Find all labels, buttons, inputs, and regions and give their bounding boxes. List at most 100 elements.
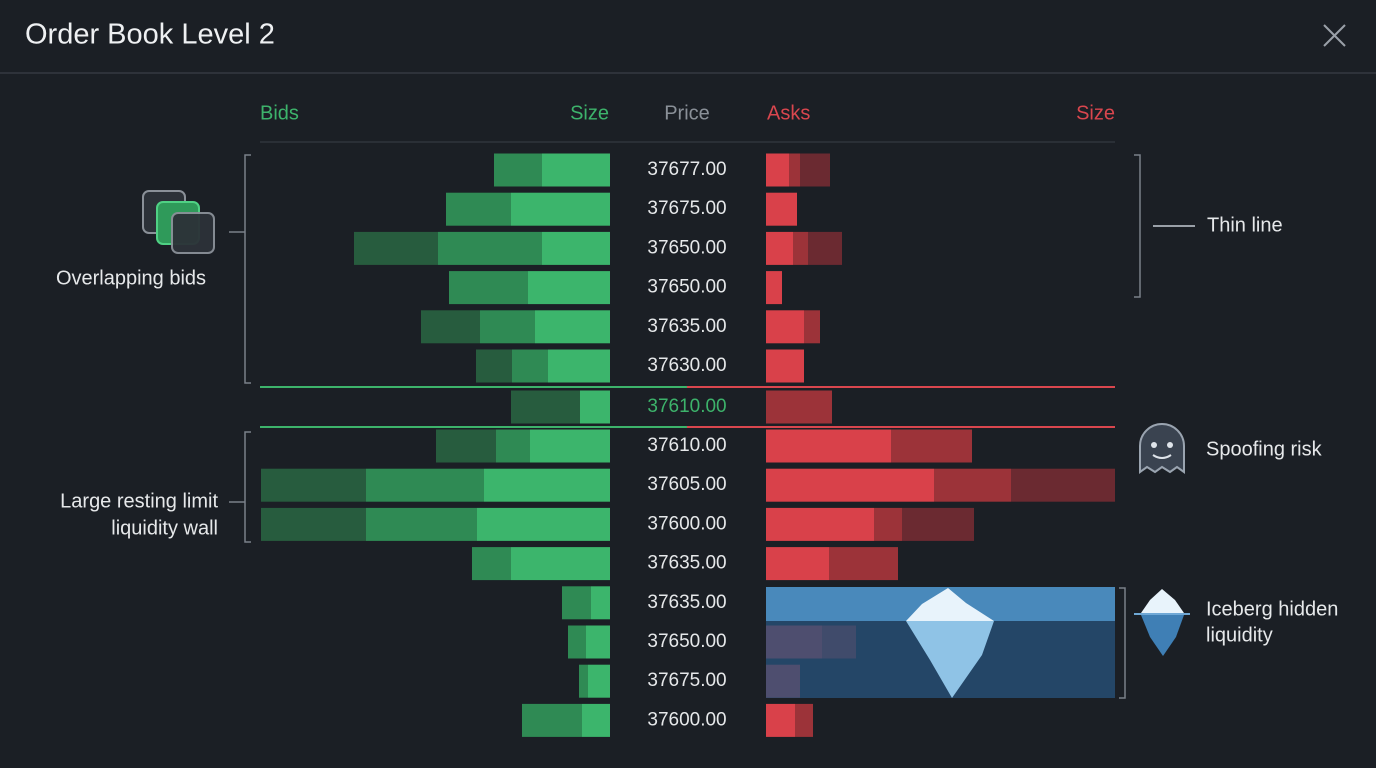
bid-bar-segment — [548, 349, 610, 383]
bid-bar-segment — [480, 310, 535, 344]
ask-bar-segment — [891, 429, 972, 463]
iceberg-overlay — [766, 587, 1115, 698]
price-label: 37605.00 — [647, 474, 726, 495]
bid-bar-segment — [579, 664, 588, 698]
close-button[interactable] — [1323, 24, 1346, 47]
bid-bar-segment — [511, 192, 610, 226]
iceberg-body — [906, 621, 994, 698]
bracket — [229, 431, 251, 543]
price-label: 37650.00 — [647, 277, 726, 298]
ask-bar-segment — [766, 547, 829, 581]
bid-bar-segment — [582, 703, 610, 737]
bid-bar-segment — [446, 192, 511, 226]
bracket — [229, 154, 251, 384]
window-title: Order Book Level 2 — [25, 19, 275, 51]
bid-bar-segment — [438, 231, 542, 265]
price-label: 37630.00 — [647, 355, 726, 376]
bid-bar-segment — [522, 703, 582, 737]
bid-bar-segment — [261, 468, 366, 502]
bid-bar-segment — [530, 429, 610, 463]
price-label: 37677.00 — [647, 159, 726, 180]
bid-bar-segment — [591, 586, 610, 620]
bid-bar-segment — [366, 507, 477, 541]
bids-header: Bids — [260, 102, 299, 124]
ask-bar-segment — [766, 192, 797, 226]
ask-bar-segment — [793, 231, 808, 265]
bid-bar-segment — [261, 507, 366, 541]
bid-bar-segment — [511, 390, 580, 424]
annotation: Thin line — [1207, 214, 1283, 236]
bid-bar-segment — [580, 390, 610, 424]
iceberg-tip — [906, 588, 994, 621]
annotation: liquidity — [1206, 624, 1273, 646]
annotation: Spoofing risk — [1206, 438, 1323, 460]
bid-bar-segment — [496, 429, 530, 463]
bid-bar-segment — [484, 468, 610, 502]
ask-size-header: Size — [1076, 102, 1115, 124]
price-label: 37650.00 — [647, 237, 726, 258]
bracket — [1119, 587, 1126, 699]
ask-bar-segment — [766, 390, 832, 424]
ask-bar-segment — [766, 231, 793, 265]
bid-bar-segment — [562, 586, 591, 620]
bid-bar-segment — [476, 349, 512, 383]
annotation: Large resting limit — [60, 490, 218, 512]
ask-bar-segment — [766, 507, 874, 541]
ask-bar-segment — [804, 310, 820, 344]
bracket — [1134, 154, 1141, 298]
ask-bar-segment — [829, 547, 898, 581]
price-label: 37675.00 — [647, 670, 726, 691]
bid-bar-segment — [477, 507, 610, 541]
bid-bar-segment — [512, 349, 548, 383]
bid-bar-segment — [586, 625, 610, 659]
bid-bar-segment — [542, 153, 610, 187]
ask-bar-segment — [874, 507, 902, 541]
ask-bar-segment — [766, 153, 789, 187]
ask-bar-segment — [795, 703, 813, 737]
bid-bar-segment — [511, 547, 610, 581]
close-icon[interactable] — [1323, 24, 1346, 47]
bid-bar-segment — [436, 429, 496, 463]
iceberg-icon — [1134, 589, 1190, 656]
ask-bar-segment — [934, 468, 1011, 502]
price-label: 37600.00 — [647, 709, 726, 730]
bid-bar-segment — [449, 271, 528, 305]
ask-bar-segment — [766, 349, 804, 383]
bid-size-header: Size — [570, 102, 609, 124]
price-label: 37650.00 — [647, 631, 726, 652]
price-label: 37600.00 — [647, 513, 726, 534]
price-header: Price — [664, 102, 710, 124]
bid-bar-segment — [472, 547, 511, 581]
ask-bar-segment — [766, 468, 934, 502]
ask-bar-segment — [766, 271, 782, 305]
annotation: Iceberg hidden — [1206, 598, 1338, 620]
ask-bar-segment — [800, 153, 830, 187]
ask-bar-segment — [766, 703, 795, 737]
ghost-icon — [1139, 423, 1185, 474]
price-label: 37635.00 — [647, 316, 726, 337]
book-bars — [261, 153, 1115, 737]
price-label: 37610.00 — [647, 396, 726, 417]
asks-header: Asks — [767, 102, 810, 124]
bid-bar-segment — [528, 271, 610, 305]
ask-bar-segment — [789, 153, 800, 187]
bid-bar-segment — [421, 310, 480, 344]
ask-bar-segment — [766, 310, 804, 344]
ask-bar-segment — [902, 507, 974, 541]
bid-bar-segment — [542, 231, 610, 265]
annotation: liquidity wall — [111, 517, 218, 539]
bid-bar-segment — [588, 664, 610, 698]
price-label: 37675.00 — [647, 198, 726, 219]
price-label: 37635.00 — [647, 553, 726, 574]
bid-bar-segment — [568, 625, 586, 659]
price-label: 37610.00 — [647, 435, 726, 456]
bid-bar-segment — [366, 468, 484, 502]
bid-bar-segment — [354, 231, 438, 265]
ask-bar-segment — [1011, 468, 1115, 502]
annotation: Overlapping bids — [56, 267, 206, 289]
price-label: 37635.00 — [647, 592, 726, 613]
ask-bar-segment — [766, 429, 891, 463]
bid-bar-segment — [535, 310, 610, 344]
